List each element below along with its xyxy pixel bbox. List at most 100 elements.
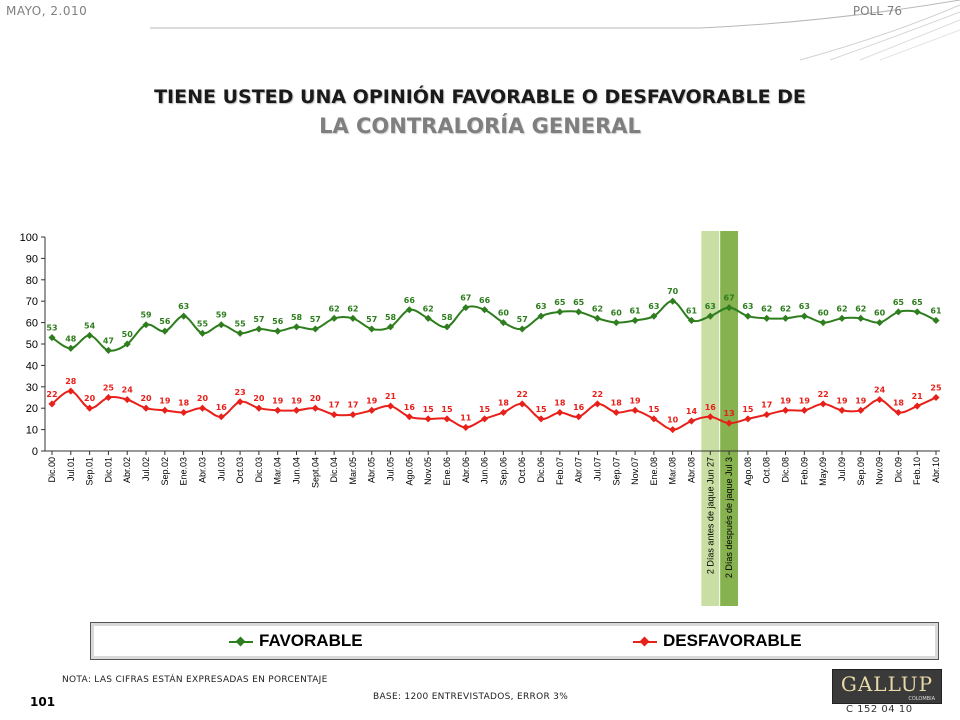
sample-base: BASE: 1200 ENTREVISTADOS, ERROR 3% — [373, 692, 569, 702]
data-point-desfavorable — [481, 415, 489, 423]
data-label-favorable: 67 — [724, 294, 735, 303]
data-label-favorable: 58 — [441, 313, 453, 322]
data-label-favorable: 63 — [742, 302, 753, 311]
x-tick-label: Dic.01 — [103, 457, 113, 483]
header-decoration — [150, 0, 960, 61]
x-tick-label: Abr.05 — [367, 457, 377, 483]
data-label-desfavorable: 15 — [441, 405, 453, 414]
data-point-favorable — [744, 312, 752, 320]
x-tick-label: Dic.09 — [893, 457, 903, 483]
legend-label-desfavorable: DESFAVORABLE — [663, 631, 802, 650]
data-label-desfavorable: 15 — [535, 405, 547, 414]
data-point-favorable — [612, 319, 620, 327]
data-point-favorable — [650, 312, 658, 320]
data-label-desfavorable: 14 — [686, 407, 698, 416]
data-label-favorable: 54 — [84, 321, 96, 330]
data-label-favorable: 57 — [253, 315, 264, 324]
data-point-favorable — [424, 314, 432, 322]
data-label-favorable: 56 — [159, 317, 171, 326]
data-point-favorable — [781, 314, 790, 322]
data-point-desfavorable — [236, 398, 244, 406]
data-point-desfavorable — [349, 411, 357, 419]
data-point-desfavorable — [876, 396, 884, 404]
data-point-favorable — [518, 325, 526, 333]
data-point-desfavorable — [913, 402, 921, 410]
data-label-desfavorable: 20 — [197, 394, 209, 403]
data-point-desfavorable — [274, 406, 282, 414]
data-label-desfavorable: 21 — [385, 392, 397, 401]
data-point-favorable — [687, 316, 696, 324]
y-tick-label: 100 — [20, 232, 38, 244]
data-point-desfavorable — [669, 426, 677, 434]
x-tick-label: Mar.04 — [273, 457, 283, 485]
data-point-desfavorable — [311, 404, 319, 412]
y-tick-label: 10 — [26, 425, 38, 437]
data-label-desfavorable: 28 — [65, 377, 77, 386]
x-tick-label: Oct.03 — [235, 457, 245, 484]
data-label-favorable: 62 — [855, 304, 866, 313]
data-point-favorable — [481, 306, 489, 314]
legend-label-favorable: FAVORABLE — [259, 631, 363, 650]
x-tick-label: Dic.08 — [781, 457, 791, 483]
data-label-desfavorable: 18 — [611, 398, 623, 407]
data-point-favorable — [725, 304, 733, 312]
data-point-favorable — [142, 321, 150, 329]
data-point-desfavorable — [518, 400, 526, 408]
data-point-desfavorable — [650, 415, 658, 423]
data-label-desfavorable: 19 — [366, 396, 378, 405]
data-label-desfavorable: 20 — [84, 394, 96, 403]
data-label-desfavorable: 15 — [479, 405, 491, 414]
data-point-desfavorable — [725, 419, 733, 427]
x-tick-label: 2 Días después de jaque Jul 3 — [724, 457, 734, 578]
x-tick-label: Dic.03 — [254, 457, 264, 483]
data-label-desfavorable: 16 — [705, 403, 717, 412]
data-point-favorable — [857, 314, 865, 322]
x-tick-label: 2 Días antes de jaque Jun 27 — [705, 457, 715, 574]
poll-number: POLL 76 — [852, 4, 902, 18]
x-tick-label: Jun.06 — [480, 457, 490, 484]
data-point-desfavorable — [67, 387, 75, 395]
x-tick-label: Nov.05 — [423, 457, 433, 485]
y-tick-label: 30 — [26, 382, 38, 394]
data-label-desfavorable: 24 — [874, 386, 886, 395]
data-label-favorable: 58 — [385, 313, 397, 322]
data-label-desfavorable: 20 — [310, 394, 322, 403]
x-tick-label: Mar.08 — [668, 457, 678, 485]
data-label-favorable: 57 — [366, 315, 377, 324]
data-point-desfavorable — [198, 404, 207, 412]
data-label-desfavorable: 19 — [159, 396, 171, 405]
data-point-favorable — [292, 323, 301, 331]
data-label-favorable: 67 — [460, 294, 471, 303]
data-label-favorable: 65 — [893, 298, 905, 307]
data-point-desfavorable — [142, 404, 150, 412]
data-point-desfavorable — [368, 406, 376, 414]
data-label-desfavorable: 22 — [517, 390, 528, 399]
data-point-favorable — [86, 331, 94, 339]
data-point-desfavorable — [744, 415, 752, 423]
x-tick-label: Ene.06 — [442, 457, 452, 486]
legend-marker-desfavorable — [639, 636, 650, 647]
legend-marker-favorable — [235, 636, 246, 647]
x-tick-label: Nov.07 — [630, 457, 640, 485]
y-tick-label: 40 — [26, 360, 38, 372]
data-point-desfavorable — [800, 406, 808, 414]
data-point-desfavorable — [612, 408, 620, 417]
data-label-desfavorable: 16 — [216, 403, 228, 412]
y-tick-label: 80 — [26, 275, 38, 287]
data-label-desfavorable: 15 — [423, 405, 435, 414]
data-label-desfavorable: 18 — [554, 398, 566, 407]
data-point-desfavorable — [894, 408, 902, 417]
data-point-desfavorable — [255, 404, 263, 412]
data-point-favorable — [575, 308, 583, 316]
x-tick-label: Oct.08 — [762, 457, 772, 484]
data-label-desfavorable: 25 — [930, 384, 942, 393]
data-label-favorable: 62 — [423, 304, 434, 313]
x-tick-label: Sept.04 — [310, 457, 320, 488]
data-label-favorable: 55 — [235, 319, 247, 328]
x-tick-label: Sep.01 — [85, 457, 95, 486]
data-point-favorable — [405, 306, 413, 314]
data-point-desfavorable — [387, 402, 395, 410]
x-tick-label: Abr.02 — [122, 457, 132, 483]
document-code: C 152 04 10 — [846, 704, 913, 715]
